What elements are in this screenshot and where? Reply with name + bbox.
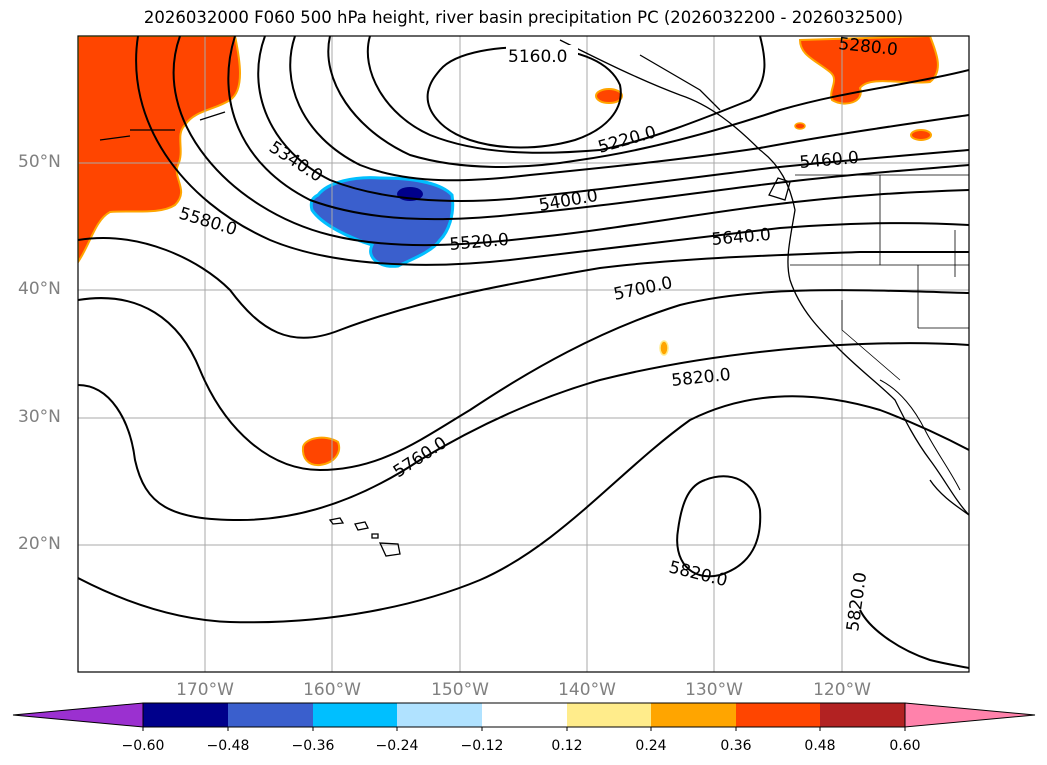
colorbar	[12, 702, 1036, 731]
colorbar-tick-label: 0.48	[804, 738, 836, 754]
lat-label: 30°N	[18, 407, 61, 427]
contour-5700	[78, 289, 969, 472]
contour-label: 5160.0	[508, 47, 567, 67]
contour-5760	[78, 342, 969, 522]
lat-label: 20°N	[18, 534, 61, 554]
contour-5340	[289, 36, 969, 182]
precip-positive-area-small-4	[659, 340, 669, 356]
contour-5820-south	[859, 609, 969, 669]
map-title: 2026032000 F060 500 hPa height, river ba…	[143, 8, 904, 27]
lon-label: 130°W	[685, 680, 743, 700]
colorbar-tick-label: 0.24	[635, 738, 667, 754]
precip-positive-area-small-3	[794, 122, 806, 130]
colorbar-tick-label: 0.36	[720, 738, 752, 754]
colorbar-tick-label: −0.24	[375, 738, 419, 754]
precip-positive-area-subtropical	[301, 436, 340, 467]
precip-positive-area-small-1	[595, 88, 623, 104]
map-frame	[77, 35, 970, 673]
lon-label: 170°W	[176, 680, 234, 700]
colorbar-tick-label: −0.36	[291, 738, 335, 754]
lon-label: 160°W	[303, 680, 361, 700]
contour-5820-west	[78, 395, 969, 624]
contour-5580	[135, 36, 969, 266]
colorbar-tick-label: −0.12	[460, 738, 504, 754]
contour-labels: 5160.0 5220.0 5280.0 5340.0 5400.0 5460.…	[177, 36, 899, 633]
precip-positive-area-small-2	[910, 129, 932, 141]
graticule	[78, 36, 969, 672]
contour-5220	[366, 36, 766, 154]
lon-label: 140°W	[558, 680, 616, 700]
contour-5820-closed	[676, 475, 762, 578]
lat-label: 40°N	[18, 279, 61, 299]
contour-5460	[227, 36, 969, 221]
contour-5520	[172, 36, 969, 247]
lon-label: 150°W	[431, 680, 489, 700]
precip-positive-area-nw	[78, 36, 241, 264]
contour-5400	[257, 36, 969, 202]
coastlines	[99, 39, 969, 557]
colorbar-tick-label: −0.60	[121, 738, 165, 754]
colorbar-extend-low	[12, 702, 144, 728]
lon-label: 120°W	[813, 680, 871, 700]
colorbar-tick-label: −0.48	[206, 738, 250, 754]
contour-5640	[78, 237, 969, 339]
contour-5280	[327, 36, 969, 168]
map-frame-bg	[78, 36, 969, 672]
height-contours	[78, 36, 969, 669]
colorbar-tick-label: 0.12	[551, 738, 583, 754]
lat-label: 50°N	[18, 152, 61, 172]
state-borders	[790, 174, 969, 381]
colorbar-extend-high	[904, 702, 1036, 728]
colorbar-tick-label: 0.60	[889, 738, 921, 754]
precip-positive-area-ne	[798, 36, 939, 105]
map-content: 5160.0 5220.0 5280.0 5340.0 5400.0 5460.…	[78, 36, 969, 672]
